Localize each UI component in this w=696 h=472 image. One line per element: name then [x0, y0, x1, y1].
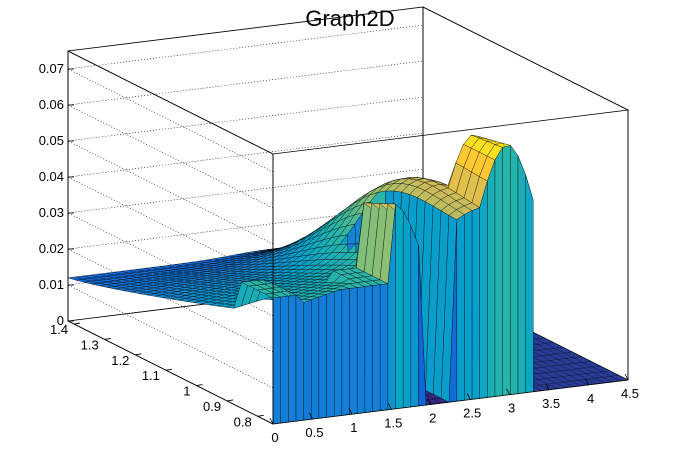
z-tick-label: 0.04	[39, 169, 64, 184]
surface-mesh	[67, 134, 629, 425]
surface-front-face	[357, 286, 366, 414]
y-tick-label: 0.9	[203, 399, 221, 414]
x-tick-mark	[506, 388, 511, 395]
z-tick-label: 0	[57, 313, 64, 328]
y-tick-label: 1.1	[142, 368, 160, 383]
surface-front-face	[295, 294, 304, 422]
left-wall	[67, 50, 274, 425]
x-tick-mark	[466, 393, 471, 400]
x-tick-label: 2.5	[463, 406, 481, 421]
y-tick-label: 1.2	[111, 353, 129, 368]
y-tick-mark	[74, 322, 81, 325]
z-tick-label: 0.01	[39, 277, 64, 292]
y-tick-mark	[257, 414, 264, 417]
x-tick-mark	[585, 378, 589, 386]
surface-front-face	[341, 288, 350, 416]
surface-front-face	[456, 214, 465, 402]
surface-front-face	[288, 295, 297, 423]
surface-front-face	[318, 294, 327, 419]
surface-front-face	[326, 291, 335, 418]
surface-front-face	[464, 210, 473, 401]
y-tick-mark	[227, 399, 234, 402]
y-tick-mark	[165, 368, 172, 371]
z-tick-label: 0.03	[39, 205, 64, 220]
z-tick-label: 0.02	[39, 241, 64, 256]
x-tick-mark	[387, 403, 392, 410]
surface-front-face	[471, 207, 480, 400]
y-tick-mark	[196, 384, 203, 386]
surface-front-face	[517, 155, 526, 394]
z-tick-label: 0.05	[39, 133, 64, 148]
floor-gridline	[523, 375, 619, 388]
x-tick-label: 4.5	[621, 386, 639, 401]
surface-front-face	[380, 283, 389, 411]
z-tick-label: 0.06	[39, 97, 64, 112]
z-tick-label: 0.07	[39, 61, 64, 76]
surface-front-face	[410, 225, 419, 408]
surface-front-face	[349, 287, 358, 415]
front-frame	[67, 6, 630, 425]
x-tick-label: 1.5	[384, 415, 402, 430]
y-tick-label: 0.8	[234, 414, 252, 429]
x-tick-mark	[427, 398, 432, 405]
x-tick-label: 3.5	[542, 396, 560, 411]
x-tick-label: 4	[587, 391, 594, 406]
frame-top	[67, 6, 630, 155]
surface-front-face	[280, 295, 289, 424]
x-axis-line	[272, 379, 629, 425]
x-tick-label: 1	[350, 420, 357, 435]
gridline-z	[66, 24, 424, 173]
x-tick-mark	[309, 412, 313, 420]
surface-front-face	[494, 146, 503, 397]
x-tick-label: 0.5	[305, 425, 323, 440]
x-tick-mark	[269, 417, 274, 425]
gridline-z	[66, 60, 424, 209]
x-tick-label: 3	[508, 401, 515, 416]
y-tick-mark	[135, 353, 142, 356]
x-tick-mark	[545, 383, 550, 390]
surface-front-face	[303, 299, 312, 421]
surface-front-face	[487, 159, 496, 398]
x-tick-mark	[624, 373, 629, 381]
surface-front-face	[525, 174, 534, 393]
chart-title: Graph2D	[305, 6, 394, 31]
surface-front-face	[364, 285, 373, 413]
surface-front-face	[334, 289, 343, 417]
surface-front-face	[272, 296, 281, 425]
x-tick-label: 2	[429, 410, 436, 425]
surface-front-face	[372, 284, 381, 412]
surface-front-face	[502, 145, 511, 396]
axis-ticks: 0 0.01 0.02 0.03 0.04 0.05 0.06 0.07 0 0.5 1 1.5 2 2.…	[39, 51, 639, 445]
y-tick-label: 1.4	[50, 322, 68, 337]
y-axis-line	[67, 320, 274, 425]
surface-front-face	[510, 144, 519, 395]
y-tick-label: 1	[183, 384, 190, 399]
surface-front-face	[479, 180, 488, 399]
y-tick-label: 1.3	[81, 337, 99, 352]
surface-front-face	[311, 296, 320, 420]
x-tick-mark	[348, 408, 353, 415]
surface-front-face	[403, 210, 411, 409]
y-tick-mark	[104, 338, 111, 340]
surface-front-face	[395, 203, 404, 409]
x-tick-label: 0	[271, 430, 278, 445]
